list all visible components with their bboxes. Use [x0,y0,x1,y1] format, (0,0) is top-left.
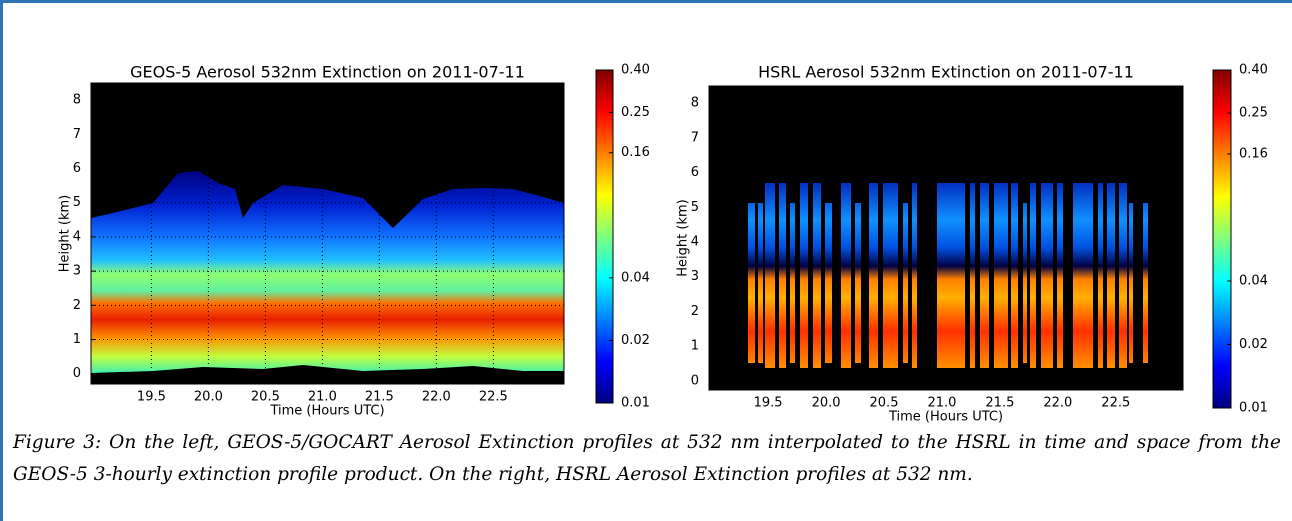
lidar-stripe [1057,183,1063,368]
x-tick-label: 19.5 [137,390,166,405]
x-tick-label: 21.5 [985,396,1014,411]
lidar-stripe [1129,203,1133,363]
y-tick-label: 1 [691,339,699,354]
lidar-stripe [1030,183,1036,368]
x-tick-label: 21.0 [308,390,337,405]
lidar-stripe [825,203,832,363]
extinction-field [91,171,564,373]
lidar-stripe [903,203,908,363]
lidar-stripe [980,183,989,368]
colorbar-tick-label: 0.02 [1239,337,1268,352]
y-tick-label: 5 [691,200,699,215]
y-tick-label: 3 [691,269,699,284]
x-tick-label: 21.5 [365,390,394,405]
x-tick-label: 20.5 [870,396,899,411]
lidar-stripe [970,183,975,368]
x-tick-label: 22.5 [479,390,508,405]
lidar-stripe [1098,183,1103,368]
colorbar [595,69,614,404]
lidar-stripe [1041,183,1053,368]
lidar-stripe [779,183,786,368]
colorbar-tick-label: 0.25 [1239,106,1268,121]
lidar-stripe [1011,183,1018,368]
lidar-stripe [994,183,1008,368]
plot-frame [708,85,1184,391]
y-tick-label: 0 [691,373,699,388]
x-axis-label: Time (Hours UTC) [888,410,1003,425]
lidar-stripe [748,203,755,363]
x-tick-label: 20.0 [194,390,223,405]
y-tick-label: 8 [691,96,699,111]
colorbar-tick-label: 0.01 [621,396,650,411]
lidar-curtain [748,183,1148,368]
y-tick-label: 4 [73,229,81,244]
lidar-stripe [1119,183,1127,368]
lidar-stripe [765,183,775,368]
y-axis-label: Height (km) [676,199,691,276]
x-tick-label: 22.5 [1101,396,1130,411]
lidar-stripe [883,183,898,368]
y-tick-label: 7 [73,127,81,142]
figure: GEOS-5 Aerosol 532nm Extinction on 2011-… [58,63,1268,425]
y-tick-label: 0 [73,366,81,381]
lidar-stripe [841,183,851,368]
lidar-stripe [937,183,965,368]
colorbar-tick-label: 0.16 [621,145,650,160]
y-tick-label: 6 [691,165,699,180]
x-tick-label: 20.5 [251,390,280,405]
y-tick-label: 2 [691,304,699,319]
y-tick-label: 6 [73,161,81,176]
colorbar-tick-label: 0.04 [1239,273,1268,288]
x-axis-label: Time (Hours UTC) [269,404,384,419]
y-axis-label: Height (km) [58,195,73,272]
colorbar-tick-label: 0.25 [621,105,650,120]
colorbar-tick-label: 0.02 [621,333,650,348]
lidar-stripe [790,203,795,363]
lidar-stripe [800,183,808,368]
lidar-stripe [758,203,763,363]
chart-title: HSRL Aerosol 532nm Extinction on 2011-07… [758,63,1134,82]
lidar-stripe [1073,183,1093,368]
colorbar-tick-label: 0.16 [1239,146,1268,161]
x-tick-label: 22.0 [1043,396,1072,411]
colorbar-tick-label: 0.01 [1239,401,1268,416]
plot-frame [90,82,565,385]
colorbar [1212,69,1232,409]
lidar-stripe [855,203,861,363]
x-tick-label: 20.0 [812,396,841,411]
colorbar-tick-label: 0.40 [621,63,650,78]
lidar-stripe [1107,183,1115,368]
lidar-stripe [1143,203,1148,363]
caption: Figure 3: On the left, GEOS-5/GOCART Aer… [13,432,1281,485]
y-tick-label: 8 [73,93,81,108]
x-tick-label: 19.5 [754,396,783,411]
colorbar-tick-label: 0.40 [1239,63,1268,78]
lidar-stripe [813,183,821,368]
colorbar-tick-label: 0.04 [621,270,650,285]
x-tick-label: 21.0 [927,396,956,411]
x-tick-label: 22.0 [422,390,451,405]
y-tick-label: 2 [73,298,81,313]
y-tick-label: 1 [73,332,81,347]
y-tick-label: 5 [73,195,81,210]
chart-title: GEOS-5 Aerosol 532nm Extinction on 2011-… [130,63,525,82]
lidar-stripe [869,183,878,368]
y-tick-label: 3 [73,264,81,279]
lidar-stripe [912,183,917,368]
y-tick-label: 4 [691,234,699,249]
y-tick-label: 7 [691,130,699,145]
lidar-stripe [1023,203,1027,363]
ground [91,365,564,384]
